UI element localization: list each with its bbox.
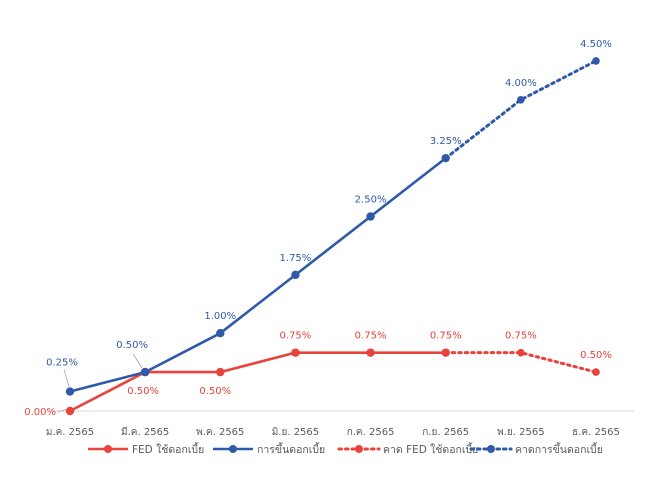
legend-swatch-marker bbox=[229, 445, 237, 453]
x-tick-label: พ.ค. 2565 bbox=[196, 427, 244, 438]
thai-rate-forecast-line-marker bbox=[517, 96, 525, 104]
legend-swatch-marker bbox=[355, 445, 363, 453]
data-label: 0.75% bbox=[505, 331, 537, 342]
legend-swatch-marker bbox=[487, 445, 495, 453]
x-tick-label: พ.ย. 2565 bbox=[497, 427, 544, 438]
data-label: 0.50% bbox=[127, 386, 159, 397]
thai-rate-line-marker bbox=[65, 387, 75, 396]
data-label: 0.50% bbox=[580, 350, 612, 361]
fed-line-marker bbox=[291, 348, 300, 357]
legend-label: คาด FED ใช้ดอกเบี้ย bbox=[383, 442, 478, 456]
thai-rate-forecast-line-marker bbox=[592, 57, 600, 65]
x-tick-label: ก.ย. 2565 bbox=[422, 427, 469, 438]
fed-line-marker bbox=[366, 348, 375, 357]
thai-rate-line-marker bbox=[291, 270, 300, 280]
fed-line-marker bbox=[441, 348, 450, 357]
legend-label: คาดการขึ้นดอกเบี้ย bbox=[515, 442, 603, 456]
fed-line-marker bbox=[65, 406, 75, 416]
label-leader-line bbox=[57, 408, 68, 413]
fed-forecast-line-marker bbox=[592, 368, 600, 376]
label-leader-line bbox=[132, 353, 143, 369]
data-label: 0.50% bbox=[199, 386, 231, 397]
data-label: 3.25% bbox=[430, 136, 462, 147]
legend-label: การขึ้นดอกเบี้ย bbox=[257, 442, 325, 456]
legend-swatch-marker bbox=[104, 445, 112, 453]
data-label: 1.75% bbox=[280, 253, 312, 264]
x-tick-label: มี.ค. 2565 bbox=[121, 426, 169, 438]
data-label: 4.00% bbox=[505, 78, 537, 89]
x-tick-label: ก.ค. 2565 bbox=[347, 427, 395, 438]
x-tick-label: ม.ค. 2565 bbox=[46, 427, 94, 438]
data-label: 0.50% bbox=[116, 340, 148, 351]
legend-label: FED ใช้ดอกเบี้ย bbox=[132, 442, 204, 456]
data-label: 0.25% bbox=[46, 358, 78, 369]
thai-rate-line bbox=[69, 157, 447, 393]
data-label: 0.75% bbox=[430, 331, 462, 342]
thai-rate-line-marker bbox=[140, 367, 150, 377]
thai-rate-forecast-line bbox=[444, 59, 598, 160]
x-tick-label: มิ.ย. 2565 bbox=[272, 427, 319, 438]
fed-line-marker bbox=[216, 367, 225, 377]
x-tick-label: ธ.ค. 2565 bbox=[572, 427, 620, 438]
thai-rate-line-marker bbox=[366, 212, 375, 221]
thai-rate-line-marker bbox=[441, 153, 450, 163]
data-label: 0.75% bbox=[355, 331, 387, 342]
data-label: 0.00% bbox=[24, 407, 56, 418]
fed-line bbox=[69, 351, 446, 413]
fed-forecast-line-marker bbox=[517, 348, 525, 357]
label-leader-line bbox=[63, 369, 70, 387]
data-label: 0.75% bbox=[280, 331, 312, 342]
data-label: 4.50% bbox=[580, 39, 612, 50]
data-label: 1.00% bbox=[204, 311, 236, 322]
data-label: 2.50% bbox=[355, 195, 387, 206]
thai-rate-line-marker bbox=[216, 329, 225, 338]
